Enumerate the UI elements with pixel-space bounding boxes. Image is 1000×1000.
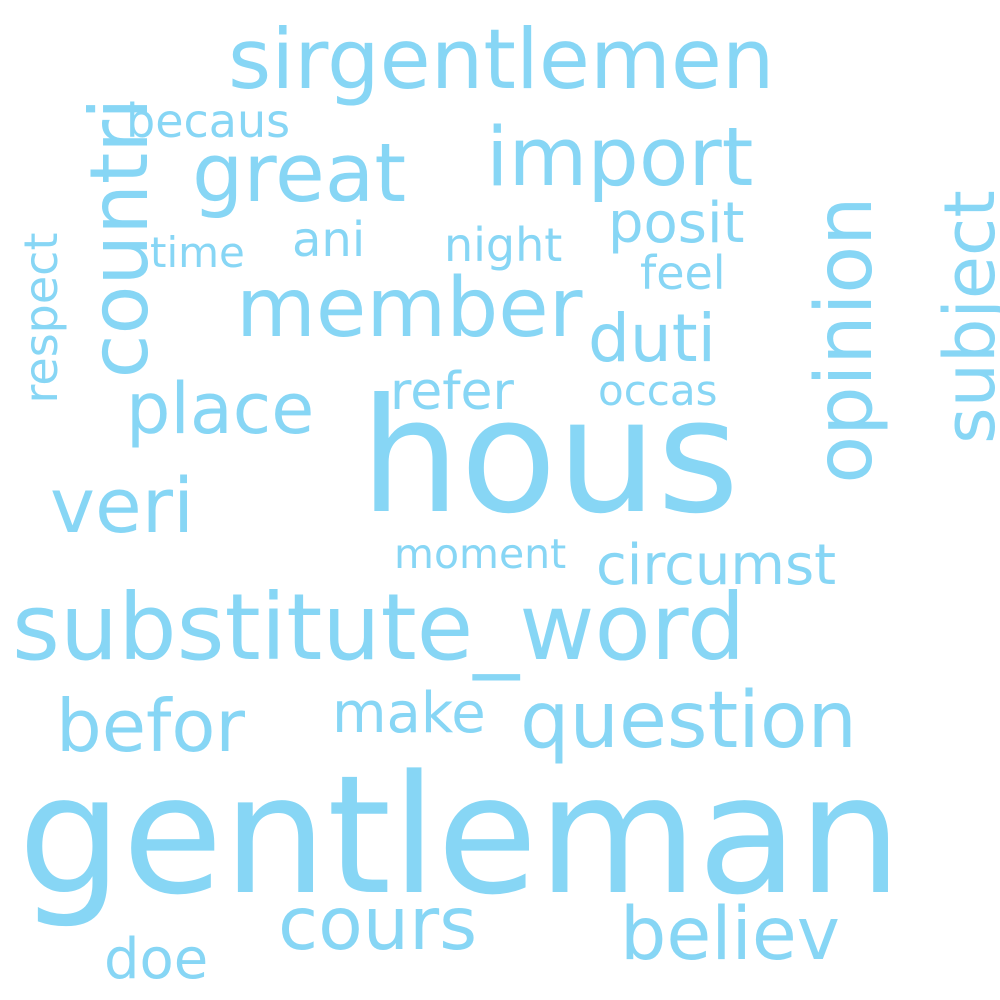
word-feel: feel [640, 246, 726, 300]
word-circumst: circumst [596, 533, 837, 598]
word-subject: subject [929, 190, 1000, 444]
word-moment: moment [394, 530, 567, 578]
word-countri: countri [73, 97, 166, 379]
word-substitute-word: substitute_word [12, 574, 746, 681]
word-befor: befor [56, 684, 245, 768]
word-ani: ani [292, 212, 366, 268]
word-posit: posit [608, 191, 745, 256]
word-night: night [444, 218, 563, 272]
word-place: place [126, 368, 315, 450]
word-veri: veri [50, 461, 195, 550]
word-sirgentlemen: sirgentlemen [228, 11, 775, 108]
word-respect: respect [14, 232, 68, 404]
word-opinion: opinion [800, 196, 890, 484]
word-time: time [150, 228, 245, 277]
word-question: question [520, 676, 857, 766]
word-great: great [192, 127, 407, 221]
word-believ: believ [620, 892, 840, 977]
word-member: member [236, 261, 583, 356]
word-cours: cours [278, 882, 478, 967]
word-refer: refer [390, 362, 514, 422]
word-doe: doe [104, 927, 209, 992]
word-hous: hous [360, 365, 740, 549]
word-make: make [332, 681, 486, 746]
word-duti: duti [588, 300, 716, 377]
word-import: import [486, 111, 754, 205]
word-occas: occas [598, 366, 718, 415]
word-becaus: becaus [126, 94, 291, 148]
word-gentleman: gentleman [18, 740, 902, 931]
